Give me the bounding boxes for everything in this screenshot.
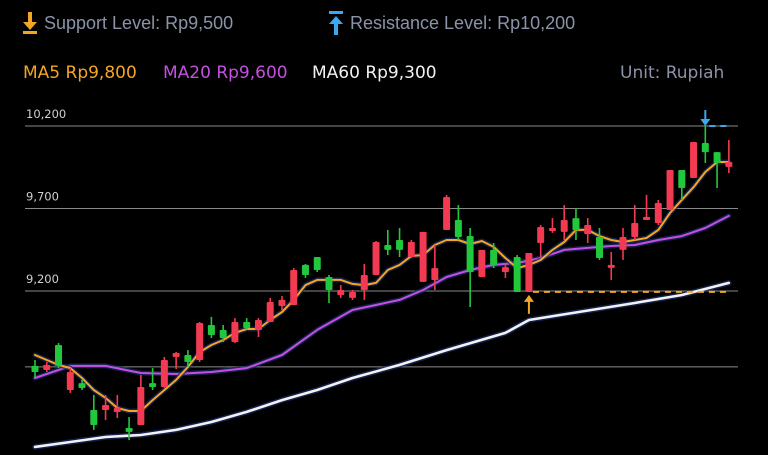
- ma20-line: [34, 214, 730, 379]
- candle-body: [595, 237, 603, 258]
- candle-body: [149, 383, 157, 388]
- candle-body: [619, 237, 627, 250]
- candle-body: [701, 142, 709, 153]
- candle-body: [243, 322, 251, 328]
- candle-body: [643, 216, 651, 221]
- candle-body: [654, 203, 662, 224]
- candle-body: [466, 236, 474, 273]
- candle-body: [102, 405, 110, 410]
- candle-body: [184, 355, 192, 362]
- candle-body: [137, 387, 145, 425]
- candle-body: [572, 218, 580, 230]
- candle-body: [219, 329, 227, 339]
- candle-body: [172, 353, 180, 357]
- candle-body: [43, 364, 51, 371]
- candle-body: [254, 320, 262, 330]
- candle-body: [713, 152, 721, 163]
- candle-body: [160, 359, 168, 388]
- candle-body: [501, 267, 509, 273]
- gridlines: 10,200 9,700 9,200: [25, 107, 738, 368]
- candle-body: [584, 225, 592, 235]
- ma5-line: [34, 161, 730, 412]
- candle-body: [537, 226, 545, 243]
- candle-body: [349, 291, 357, 298]
- candle-body: [31, 365, 39, 373]
- candle-body: [384, 244, 392, 250]
- candle-body: [78, 383, 86, 389]
- candle-body: [55, 344, 63, 366]
- candle-body: [372, 241, 380, 275]
- candle-body: [607, 264, 615, 268]
- candle-body: [548, 227, 556, 231]
- candle-body: [666, 170, 674, 210]
- arrow-up-from-bar-icon: [329, 11, 343, 35]
- candle-body: [360, 274, 368, 291]
- candle-body: [90, 409, 98, 425]
- y-tick-label: 10,200: [26, 107, 66, 121]
- candle-body: [525, 253, 533, 292]
- candle-body: [313, 257, 321, 271]
- candle-body: [231, 322, 239, 342]
- arrow-down-to-bar-icon: [23, 12, 37, 34]
- candle-body: [690, 142, 698, 178]
- support-arrow-icon: [523, 294, 534, 302]
- candle-body: [125, 427, 133, 432]
- support-legend: Support Level: Rp9,500: [22, 10, 233, 36]
- candle-body: [490, 249, 498, 265]
- resistance-level-label: Resistance Level: Rp10,200: [350, 12, 576, 33]
- resistance-arrow-icon: [700, 119, 711, 126]
- candle-body: [631, 223, 639, 238]
- candle-body: [678, 170, 686, 189]
- candle-body: [478, 249, 486, 277]
- candle-body: [725, 161, 733, 167]
- y-tick-label: 9,700: [26, 190, 59, 204]
- candle-body: [396, 240, 404, 250]
- y-tick-label: 9,200: [26, 272, 59, 286]
- candle-body: [325, 276, 333, 291]
- ma20-legend: MA20 Rp9,600: [163, 63, 288, 83]
- candle-body: [66, 372, 74, 390]
- unit-label: Unit: Rupiah: [620, 63, 725, 83]
- candle-body: [266, 302, 274, 323]
- candle-body: [301, 264, 309, 275]
- candle-body: [513, 257, 521, 292]
- candle-body: [443, 196, 451, 230]
- candle-body: [407, 241, 415, 258]
- level-markers: [523, 110, 731, 314]
- candle-body: [454, 220, 462, 238]
- candle-body: [113, 407, 121, 412]
- candle-body: [419, 231, 427, 282]
- candle-body: [207, 324, 215, 336]
- candle-body: [431, 268, 439, 280]
- candle-body: [278, 299, 286, 307]
- candle-body: [337, 290, 345, 295]
- support-level-label: Support Level: Rp9,500: [44, 12, 234, 33]
- resistance-legend: Resistance Level: Rp10,200: [328, 10, 575, 36]
- candle-body: [560, 220, 568, 232]
- candles: [31, 120, 733, 440]
- candle-body: [196, 323, 204, 360]
- candle-body: [290, 270, 298, 306]
- ma60-legend: MA60 Rp9,300: [312, 63, 437, 83]
- ma5-legend: MA5 Rp9,800: [23, 63, 137, 83]
